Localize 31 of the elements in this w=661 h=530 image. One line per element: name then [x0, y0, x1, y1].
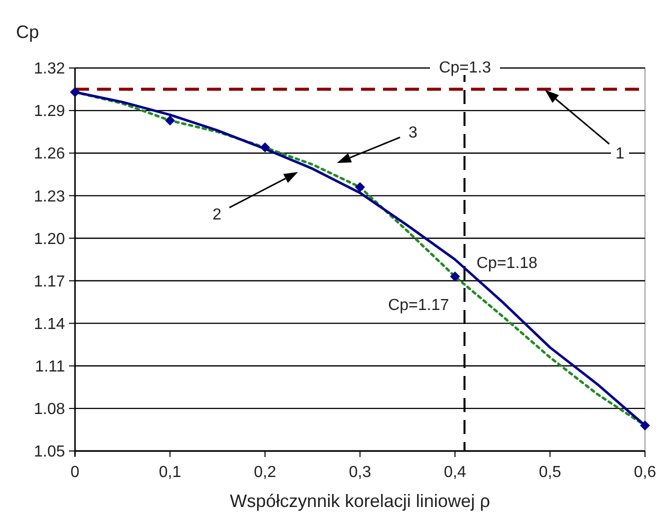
y-tick-label: 1.20: [34, 230, 66, 248]
x-tick-label: 0,6: [634, 464, 656, 481]
annotation: 1: [616, 146, 625, 163]
annotation: Cp=1.18: [476, 255, 538, 272]
point: [165, 115, 175, 126]
y-tick-label: 1.32: [34, 60, 66, 78]
x-tick-label: 0,2: [254, 464, 276, 481]
annotation: Cp=1.3: [438, 60, 492, 77]
y-tick-label: 1.11: [35, 358, 66, 376]
x-tick-label: 0,3: [348, 464, 372, 481]
annotation: Cp=1.17: [388, 297, 450, 314]
x-tick-label: 0,4: [444, 464, 466, 481]
y-tick-label: 1.14: [34, 316, 66, 333]
point: [70, 87, 80, 98]
x-tick-label: 0,1: [158, 464, 182, 481]
y-axis-title: Cp: [16, 22, 40, 42]
x-axis-title: Współczynnik korelacji liniowej ρ: [230, 491, 490, 511]
point: [640, 420, 650, 430]
point: [355, 182, 365, 192]
point: [450, 272, 460, 282]
point: [260, 142, 270, 152]
y-tick-label: 1.05: [34, 444, 66, 461]
x-tick-label: 0: [70, 464, 80, 481]
x-tick-label: 0,5: [538, 464, 562, 481]
annotation: 3: [408, 124, 418, 142]
y-tick-label: 1.17: [34, 273, 66, 290]
y-tick-label: 1.23: [34, 188, 66, 206]
annotation: 2: [212, 206, 222, 224]
y-tick-label: 1.08: [34, 401, 66, 418]
y-tick-label: 1.29: [34, 103, 66, 120]
y-tick-label: 1.26: [34, 146, 66, 163]
